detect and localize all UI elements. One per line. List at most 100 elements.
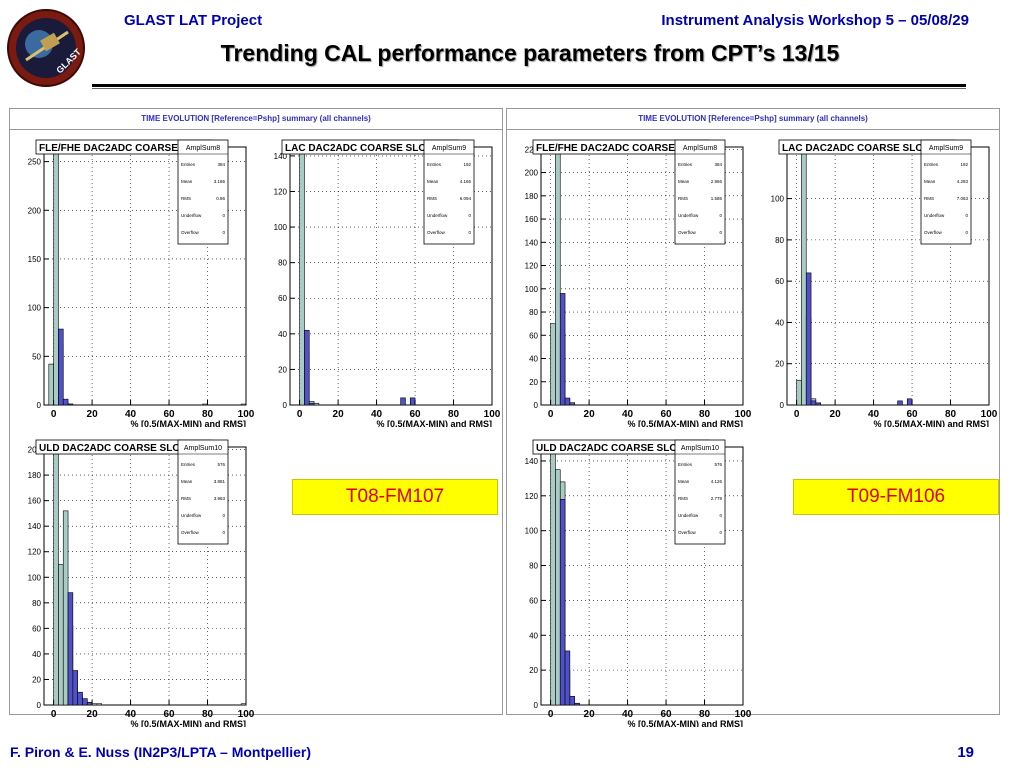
stats-name: AmplSum9: [432, 145, 466, 152]
x-axis-label: % [0.5(MAX-MIN) and RMS]: [131, 719, 247, 727]
histogram-bar: [82, 698, 88, 706]
stats-key: Mean: [678, 179, 690, 184]
stats-key: Overflow: [427, 230, 446, 235]
stats-box: [674, 439, 726, 545]
histogram-bar: [202, 403, 208, 406]
x-tick-label: 0: [794, 409, 800, 420]
stats-key: Overflow: [181, 530, 200, 535]
histogram-bar: [805, 272, 812, 406]
stats-value: 1.586: [711, 196, 723, 201]
y-tick-label: 0: [283, 401, 288, 410]
stats-value: 192: [463, 162, 471, 167]
histogram-bar: [897, 400, 903, 406]
x-axis-label: % [0.5(MAX-MIN) and RMS]: [874, 419, 990, 427]
y-tick-label: 20: [775, 360, 784, 369]
y-tick-label: 120: [525, 492, 539, 501]
stats-box: [177, 439, 229, 545]
histogram-bar: [58, 564, 64, 706]
slide-title: Trending CAL performance parameters from…: [220, 40, 840, 66]
y-tick-label: 200: [525, 169, 539, 178]
stats-value: 3.881: [214, 479, 226, 484]
x-tick-label: 0: [297, 409, 303, 420]
stats-value: 0: [468, 213, 471, 218]
stats-key: Mean: [181, 479, 193, 484]
y-tick-label: 200: [28, 446, 42, 455]
stats-key: Entries: [181, 162, 196, 167]
x-tick-label: 60: [660, 409, 672, 420]
y-tick-label: 20: [278, 365, 287, 374]
histogram-bar: [67, 592, 74, 706]
stats-value: 4.166: [460, 179, 472, 184]
stats-key: RMS: [427, 196, 437, 201]
x-tick-label: 40: [622, 409, 634, 420]
stats-key: Mean: [181, 179, 193, 184]
x-tick-label: 80: [945, 409, 957, 420]
stats-value: 4.283: [957, 179, 969, 184]
chart-title: FLE/FHE DAC2ADC COARSE SLOPE: [536, 143, 712, 154]
x-tick-label: 0: [51, 709, 57, 720]
stats-value: 0.86: [216, 196, 225, 201]
stats-key: Mean: [678, 479, 690, 484]
x-tick-label: 60: [906, 409, 918, 420]
x-tick-label: 0: [548, 709, 554, 720]
y-tick-label: 200: [28, 206, 42, 215]
x-tick-label: 100: [484, 409, 501, 420]
stats-box: [423, 139, 475, 245]
histogram-bar: [53, 146, 59, 406]
stats-key: Underflow: [427, 213, 448, 218]
y-tick-label: 100: [771, 195, 785, 204]
y-tick-label: 50: [32, 352, 41, 361]
stats-value: 2.779: [711, 496, 723, 501]
y-tick-label: 60: [529, 331, 538, 340]
x-tick-label: 80: [448, 409, 460, 420]
histogram-bar: [906, 398, 913, 406]
y-tick-label: 40: [529, 355, 538, 364]
y-tick-label: 100: [525, 527, 539, 536]
histogram-bar: [240, 703, 247, 706]
stats-key: Entries: [427, 162, 442, 167]
x-tick-label: 60: [409, 409, 421, 420]
stats-value: 192: [960, 162, 968, 167]
y-tick-label: 250: [28, 158, 42, 167]
histogram-bar: [313, 402, 320, 406]
y-tick-label: 140: [274, 152, 288, 161]
y-tick-label: 180: [525, 192, 539, 201]
x-tick-label: 80: [202, 409, 214, 420]
stats-key: Overflow: [678, 530, 697, 535]
y-tick-label: 40: [529, 631, 538, 640]
histogram-bar: [72, 670, 78, 706]
histogram-bar: [308, 402, 315, 406]
y-tick-label: 40: [278, 330, 287, 339]
y-tick-label: 120: [28, 548, 42, 557]
x-axis-label: % [0.5(MAX-MIN) and RMS]: [628, 419, 744, 427]
histogram-bar: [569, 403, 575, 406]
stats-value: 0: [719, 213, 722, 218]
x-tick-label: 100: [735, 409, 752, 420]
canvas-title: TIME EVOLUTION [Reference=Pshp] summary …: [507, 109, 999, 130]
histogram-bar: [48, 363, 54, 406]
x-tick-label: 20: [333, 409, 345, 420]
stats-value: 3.963: [214, 496, 226, 501]
y-tick-label: 0: [37, 701, 42, 710]
x-tick-label: 80: [202, 709, 214, 720]
stats-key: Underflow: [678, 513, 699, 518]
stats-value: 7.063: [957, 196, 969, 201]
y-tick-label: 100: [28, 304, 42, 313]
stats-key: Mean: [427, 179, 439, 184]
stats-value: 384: [217, 162, 225, 167]
stats-name: AmplSum10: [184, 445, 222, 452]
x-tick-label: 60: [163, 709, 175, 720]
page-number: 19: [957, 744, 974, 761]
histogram-bar: [574, 702, 580, 706]
stats-key: Underflow: [181, 213, 202, 218]
x-tick-label: 60: [163, 409, 175, 420]
x-tick-label: 100: [735, 709, 752, 720]
x-tick-label: 100: [238, 709, 255, 720]
histogram-bar: [559, 498, 566, 706]
y-tick-label: 100: [28, 573, 42, 582]
histogram-bar: [550, 323, 556, 406]
stats-key: Entries: [678, 162, 693, 167]
histogram-fle-fhe-t09: 0 20 40 60 80 100 120 140 160 180 200 220 0 20 40 60 80 1…: [525, 139, 752, 427]
